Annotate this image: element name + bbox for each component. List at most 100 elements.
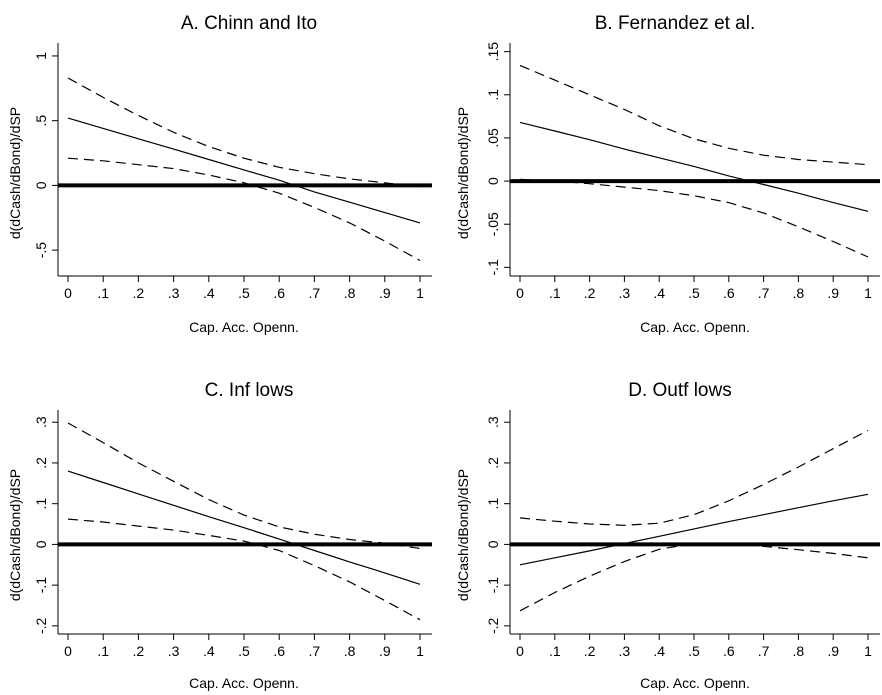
y-tick-label: .1 <box>33 498 49 510</box>
y-axis: -.2 -.1 0 .1 .2 .3 <box>485 416 510 634</box>
x-tick-label: .7 <box>758 643 770 659</box>
x-tick-label: .8 <box>344 285 356 301</box>
plot-frame <box>57 43 432 277</box>
y-axis: -.5 0 .5 1 <box>33 52 58 258</box>
x-tick-label: .5 <box>238 285 250 301</box>
x-tick-label: .9 <box>379 285 391 301</box>
x-tick-label: .9 <box>827 643 839 659</box>
y-tick-label: 1 <box>33 52 49 60</box>
plot-frame <box>509 43 880 277</box>
x-axis-label: Cap. Acc. Openn. <box>640 675 750 691</box>
y-tick-label: -.1 <box>33 577 49 594</box>
x-tick-label: .9 <box>827 285 839 301</box>
y-tick-label: -.2 <box>33 617 49 634</box>
y-tick-label: -.1 <box>485 259 501 276</box>
y-tick-label: -.1 <box>485 577 501 594</box>
x-axis-label: Cap. Acc. Openn. <box>189 675 299 691</box>
panel-title: D. Outf lows <box>628 380 731 401</box>
x-tick-label: .4 <box>653 643 665 659</box>
series-lines <box>519 429 869 612</box>
confidence-band-line <box>67 77 421 188</box>
y-tick-label: .1 <box>485 89 501 101</box>
y-tick-label: 0 <box>485 540 501 548</box>
panel-title: B. Fernandez et al. <box>595 13 756 34</box>
series-lines <box>519 64 869 258</box>
y-tick-label: .5 <box>33 115 49 127</box>
x-tick-label: 0 <box>64 285 72 301</box>
confidence-band-line <box>67 422 421 550</box>
estimate-line <box>519 121 869 212</box>
y-tick-label: .05 <box>485 128 501 148</box>
x-axis-label: Cap. Acc. Openn. <box>640 319 750 335</box>
x-tick-label: .3 <box>168 643 180 659</box>
y-tick-label: .2 <box>33 457 49 469</box>
x-tick-label: 1 <box>864 285 872 301</box>
x-tick-label: .4 <box>203 285 215 301</box>
panel-outflows: D. Outf lows -.2 -.1 0 .1 .2 .3 0 .1 .2 .3 .4 .5 .6… <box>455 380 880 691</box>
x-tick-label: .1 <box>97 285 109 301</box>
x-tick-label: .4 <box>203 643 215 659</box>
confidence-band-line <box>519 64 869 166</box>
y-tick-label: -.05 <box>485 212 501 236</box>
x-tick-label: .3 <box>168 285 180 301</box>
x-tick-label: .7 <box>758 285 770 301</box>
x-tick-label: .1 <box>97 643 109 659</box>
x-tick-label: .6 <box>273 285 285 301</box>
confidence-band-line <box>519 429 869 526</box>
y-tick-label: .3 <box>33 416 49 428</box>
x-tick-label: 1 <box>416 285 424 301</box>
y-axis: -.2 -.1 0 .1 .2 .3 <box>33 416 58 634</box>
x-axis: 0 .1 .2 .3 .4 .5 .6 .7 .8 .9 1 <box>516 276 872 301</box>
y-tick-label: .1 <box>485 498 501 510</box>
x-tick-label: 1 <box>864 643 872 659</box>
x-tick-label: 1 <box>416 643 424 659</box>
x-tick-label: .5 <box>238 643 250 659</box>
x-tick-label: .2 <box>133 643 145 659</box>
confidence-band-line <box>519 178 869 258</box>
panel-title: A. Chinn and Ito <box>181 13 317 34</box>
x-tick-label: .3 <box>619 643 631 659</box>
x-tick-label: .6 <box>723 285 735 301</box>
panel-inflows: C. Inf lows -.2 -.1 0 .1 .2 .3 0 .1 .2 .3 .4 .5 .6.… <box>7 380 432 691</box>
x-tick-label: .6 <box>273 643 285 659</box>
panel-fernandez-et-al: B. Fernandez et al. -.1 -.05 0 .05 .1 .15 0 .1… <box>455 13 880 335</box>
x-tick-label: 0 <box>64 643 72 659</box>
plot-frame <box>57 410 432 635</box>
estimate-line <box>67 117 421 224</box>
x-tick-label: .9 <box>379 643 391 659</box>
y-tick-label: 0 <box>485 177 501 185</box>
x-tick-label: .2 <box>133 285 145 301</box>
y-tick-label: -.2 <box>485 617 501 634</box>
x-tick-label: .1 <box>549 643 561 659</box>
x-tick-label: .8 <box>344 643 356 659</box>
x-tick-label: .2 <box>584 285 596 301</box>
x-tick-label: .7 <box>309 285 321 301</box>
y-axis-label: d(dCash/dBond)/dSP <box>455 469 471 601</box>
y-tick-label: .2 <box>485 457 501 469</box>
x-axis: 0 .1 .2 .3 .4 .5 .6 .7 .8 .9 1 <box>64 276 424 301</box>
y-axis-label: d(dCash/dBond)/dSP <box>455 107 471 239</box>
x-tick-label: 0 <box>516 285 524 301</box>
y-tick-label: 0 <box>33 181 49 189</box>
x-tick-label: .8 <box>793 643 805 659</box>
series-lines <box>67 422 421 621</box>
y-axis-label: d(dCash/dBond)/dSP <box>7 107 23 239</box>
confidence-band-line <box>67 157 421 262</box>
y-axis-label: d(dCash/dBond)/dSP <box>7 469 23 601</box>
x-axis: 0 .1 .2 .3 .4 .5 .6 .7 .8 .9 1 <box>516 634 872 659</box>
confidence-band-line <box>67 518 421 621</box>
x-tick-label: .2 <box>584 643 596 659</box>
x-tick-label: .1 <box>549 285 561 301</box>
confidence-band-line <box>519 542 869 612</box>
panel-title: C. Inf lows <box>205 380 294 401</box>
x-tick-label: .5 <box>688 643 700 659</box>
x-tick-label: .4 <box>653 285 665 301</box>
x-axis-label: Cap. Acc. Openn. <box>189 319 299 335</box>
y-tick-label: .15 <box>485 42 501 62</box>
plot-frame <box>509 410 880 635</box>
x-tick-label: .8 <box>793 285 805 301</box>
y-axis: -.1 -.05 0 .05 .1 .15 <box>485 42 510 276</box>
x-tick-label: .7 <box>309 643 321 659</box>
y-tick-label: -.5 <box>33 242 49 259</box>
